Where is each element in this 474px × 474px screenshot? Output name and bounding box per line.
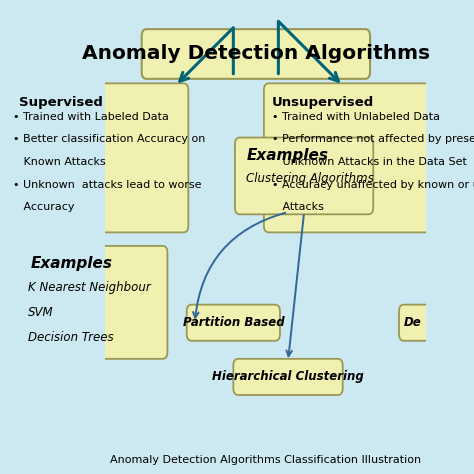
FancyBboxPatch shape bbox=[187, 305, 280, 341]
Text: • Unknown  attacks lead to worse: • Unknown attacks lead to worse bbox=[13, 180, 201, 190]
Text: Known Attacks: Known Attacks bbox=[13, 157, 106, 167]
Text: • Trained with Labeled Data: • Trained with Labeled Data bbox=[13, 112, 169, 122]
Text: Anomaly Detection Algorithms Classification Illustration: Anomaly Detection Algorithms Classificat… bbox=[110, 455, 421, 465]
Text: • Trained with Unlabeled Data: • Trained with Unlabeled Data bbox=[272, 112, 440, 122]
FancyBboxPatch shape bbox=[142, 29, 370, 79]
Text: Examples: Examples bbox=[246, 148, 328, 163]
FancyBboxPatch shape bbox=[399, 305, 460, 341]
FancyBboxPatch shape bbox=[233, 359, 343, 395]
Text: • Performance not affected by presence: • Performance not affected by presence bbox=[272, 134, 474, 145]
Text: Supervised: Supervised bbox=[19, 96, 103, 109]
FancyBboxPatch shape bbox=[23, 246, 167, 359]
FancyBboxPatch shape bbox=[235, 137, 373, 214]
Text: Attacks: Attacks bbox=[272, 202, 324, 212]
Text: Unsupervised: Unsupervised bbox=[272, 96, 374, 109]
Text: Clustering Algorithms: Clustering Algorithms bbox=[246, 173, 374, 185]
Text: • Better classification Accuracy on: • Better classification Accuracy on bbox=[13, 134, 205, 145]
Text: Partition Based: Partition Based bbox=[182, 316, 284, 329]
Text: Accuracy: Accuracy bbox=[13, 202, 74, 212]
Text: Examples: Examples bbox=[31, 256, 113, 271]
Text: De: De bbox=[404, 316, 421, 329]
Text: • Accuracy unaffected by known or unk: • Accuracy unaffected by known or unk bbox=[272, 180, 474, 190]
Text: SVM: SVM bbox=[27, 306, 53, 319]
FancyBboxPatch shape bbox=[8, 83, 188, 232]
Text: Decision Trees: Decision Trees bbox=[27, 331, 113, 344]
Text: Hierarchical Clustering: Hierarchical Clustering bbox=[212, 370, 364, 383]
Text: Unknown Attacks in the Data Set: Unknown Attacks in the Data Set bbox=[272, 157, 467, 167]
FancyBboxPatch shape bbox=[264, 83, 434, 232]
Text: K Nearest Neighbour: K Nearest Neighbour bbox=[27, 281, 150, 294]
Text: Anomaly Detection Algorithms: Anomaly Detection Algorithms bbox=[82, 45, 430, 64]
